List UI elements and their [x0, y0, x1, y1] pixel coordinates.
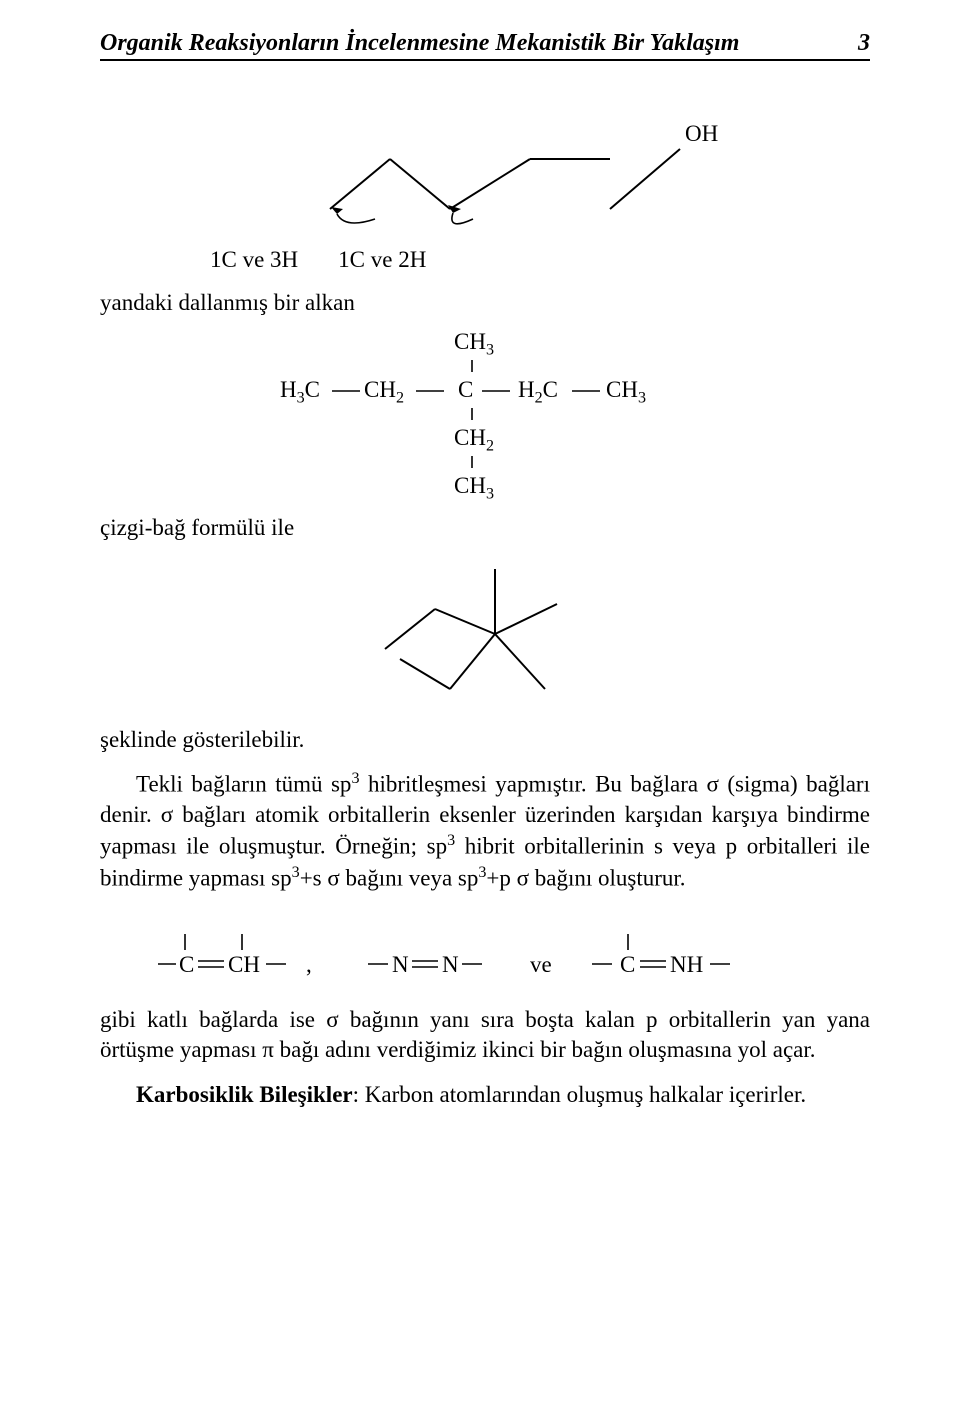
paragraph-pi-bag: gibi katlı bağlarda ise σ bağının yanı s…: [100, 1005, 870, 1066]
sf-line3-sub: 2: [486, 437, 494, 454]
br-n2: N: [442, 952, 459, 977]
header-page-number: 3: [858, 30, 870, 57]
sf-bar-3: [260, 456, 680, 468]
br-ch: CH: [228, 952, 260, 977]
p1-e: +p σ bağını oluşturur.: [486, 866, 685, 891]
sf-line4-sub: 3: [486, 485, 494, 502]
sf-l2-f-sub: 3: [638, 389, 646, 406]
sf-line1: CH: [454, 329, 486, 354]
arrow-labels-row: 1C ve 3H 1C ve 2H: [100, 245, 870, 274]
sf-line1-sub: 3: [486, 341, 494, 358]
oh-label: OH: [685, 121, 718, 146]
sf-line4: CH: [454, 473, 486, 498]
page-header: Organik Reaksiyonların İncelenmesine Mek…: [100, 30, 870, 61]
arrow-label-left: 1C ve 3H: [210, 245, 298, 274]
sf-l2-b-sub: 2: [396, 389, 404, 406]
arrow-label-right: 1C ve 2H: [338, 245, 426, 274]
br-comma: ,: [306, 952, 312, 977]
p1-a: Tekli bağların tümü sp: [136, 771, 351, 796]
text-cizgi-bag: çizgi-bağ formülü ile: [100, 513, 870, 543]
br-ve: ve: [530, 952, 552, 977]
p1-d: +s σ bağını veya sp: [300, 866, 479, 891]
p1-sup3: 3: [292, 864, 300, 881]
header-title: Organik Reaksiyonların İncelenmesine Mek…: [100, 30, 739, 57]
paragraph-karbosiklik: Karbosiklik Bileşikler: Karbon atomların…: [100, 1080, 870, 1110]
text-yandaki: yandaki dallanmış bir alkan: [100, 288, 870, 318]
p3-bold: Karbosiklik Bileşikler: [136, 1082, 353, 1107]
condensed-structural-formula: CH3 H3C CH2 C H2C CH3: [260, 329, 870, 503]
sf-l2-a: C: [305, 377, 320, 402]
sf-l2-c: C: [458, 377, 473, 402]
br-nh: NH: [670, 952, 703, 977]
skeletal-branched-diagram: [335, 549, 635, 719]
sf-l2-d-sub: 2: [535, 389, 543, 406]
paragraph-sp3: Tekli bağların tümü sp3 hibritleşmesi ya…: [100, 768, 870, 894]
br-c2: C: [620, 952, 635, 977]
sf-bar-1: [260, 360, 680, 372]
p1-sup2: 3: [447, 832, 455, 849]
double-bond-row: C CH , N N ve C NH: [130, 920, 850, 990]
p3-rest: : Karbon atomlarından oluşmuş halkalar i…: [353, 1082, 806, 1107]
text-seklinde: şeklinde gösterilebilir.: [100, 725, 870, 755]
sf-bar-2: [260, 408, 680, 420]
br-n1: N: [392, 952, 409, 977]
sf-l2-b: CH: [364, 377, 396, 402]
sf-l2-e: C: [543, 377, 558, 402]
sf-l2-left-sub: 3: [297, 389, 305, 406]
sf-line3: CH: [454, 425, 486, 450]
sf-l2-f: CH: [606, 377, 638, 402]
sf-l2-left: H: [280, 377, 297, 402]
br-c1: C: [179, 952, 194, 977]
skeletal-alcohol-diagram: OH: [225, 79, 745, 239]
sf-l2-d: H: [518, 377, 535, 402]
